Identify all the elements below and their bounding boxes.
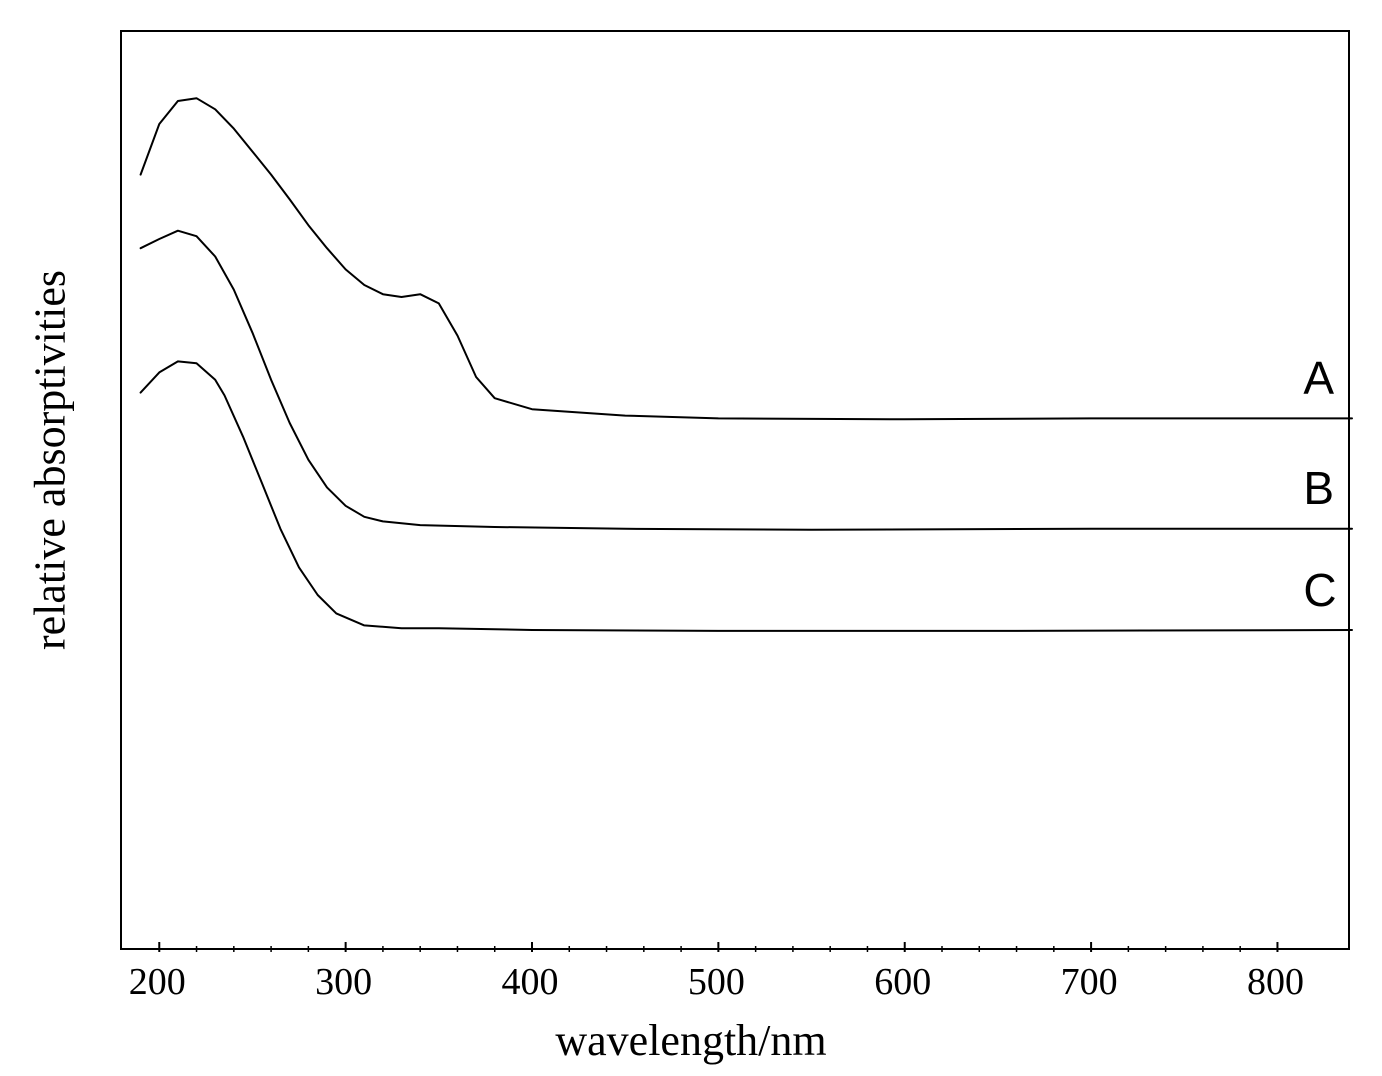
plot-area bbox=[120, 30, 1350, 950]
x-tick-800: 800 bbox=[1247, 960, 1304, 1004]
series-label-A: A bbox=[1303, 351, 1334, 405]
series-label-C: C bbox=[1303, 563, 1336, 617]
series-label-B: B bbox=[1303, 461, 1334, 515]
x-tick-600: 600 bbox=[874, 960, 931, 1004]
x-tick-500: 500 bbox=[688, 960, 745, 1004]
y-axis-label: relative absorptivities bbox=[25, 270, 76, 650]
x-tick-300: 300 bbox=[315, 960, 372, 1004]
x-axis-label: wavelength/nm bbox=[555, 1015, 826, 1066]
x-tick-400: 400 bbox=[502, 960, 559, 1004]
x-tick-200: 200 bbox=[129, 960, 186, 1004]
curves-svg bbox=[122, 32, 1348, 948]
x-tick-700: 700 bbox=[1061, 960, 1118, 1004]
spectrum-chart: relative absorptivities wavelength/nm 20… bbox=[0, 0, 1382, 1076]
